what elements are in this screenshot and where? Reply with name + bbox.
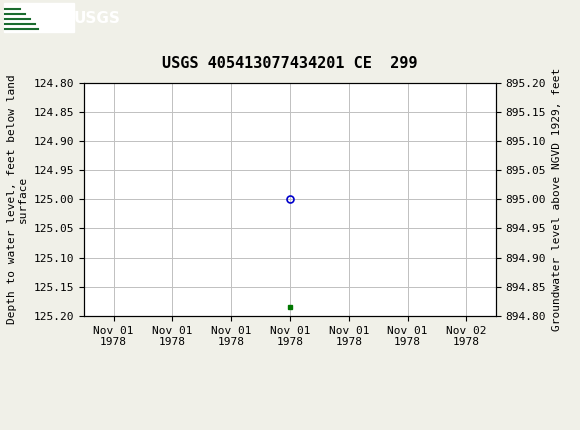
Text: USGS: USGS — [74, 11, 121, 26]
Y-axis label: Depth to water level, feet below land
surface: Depth to water level, feet below land su… — [7, 74, 28, 324]
Text: USGS 405413077434201 CE  299: USGS 405413077434201 CE 299 — [162, 56, 418, 71]
FancyBboxPatch shape — [4, 3, 74, 32]
Y-axis label: Groundwater level above NGVD 1929, feet: Groundwater level above NGVD 1929, feet — [552, 68, 561, 331]
